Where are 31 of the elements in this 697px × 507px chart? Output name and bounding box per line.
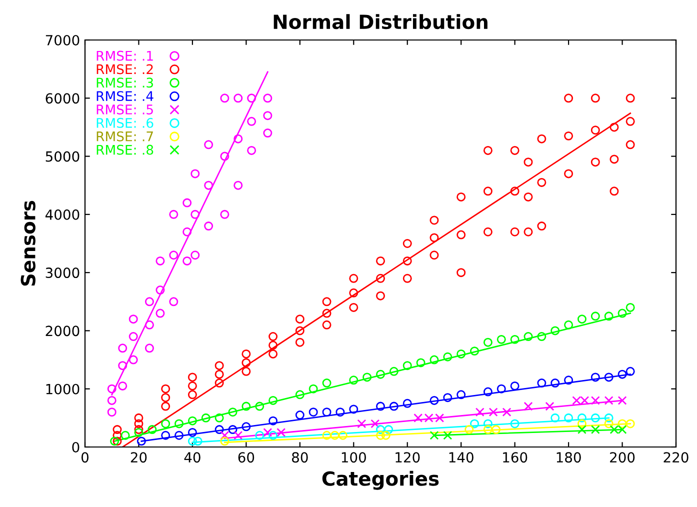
y-tick-label: 3000: [46, 268, 80, 278]
legend-label: RMSE: .6: [96, 118, 154, 128]
x-tick-label: 20: [130, 452, 147, 463]
x-tick-label: 200: [610, 452, 635, 463]
x-tick-label: 60: [238, 452, 254, 463]
x-tick-label: 0: [81, 452, 88, 463]
x-tick-label: 160: [503, 452, 528, 463]
legend-label: RMSE: .8: [96, 144, 154, 155]
y-tick-label: 5000: [46, 151, 80, 162]
y-tick-label: 0: [72, 442, 80, 452]
y-axis-title: Sensors: [20, 200, 36, 286]
legend-label: RMSE: .5: [96, 104, 153, 114]
legend-label: RMSE: .3: [96, 78, 153, 88]
x-tick-label: 140: [449, 452, 474, 463]
legend-label: RMSE: .7: [96, 131, 153, 142]
x-tick-label: 120: [396, 452, 420, 463]
x-tick-label: 180: [556, 452, 581, 463]
y-tick-label: 7000: [46, 34, 80, 46]
legend-label: RMSE: .2: [96, 64, 153, 74]
x-tick-label: 80: [292, 452, 308, 463]
x-axis-title: Categories: [322, 470, 439, 490]
x-tick-label: 220: [664, 452, 688, 463]
chart-title: Normal Distribution: [274, 14, 488, 30]
legend-label: RMSE: .4: [96, 91, 154, 102]
y-tick-label: 2000: [46, 326, 80, 336]
y-tick-label: 6000: [46, 93, 80, 104]
y-tick-label: 4000: [45, 209, 80, 220]
x-tick-label: 100: [342, 452, 366, 463]
legend-label: RMSE: .1: [96, 50, 153, 61]
x-tick-label: 40: [184, 452, 200, 463]
y-tick-label: 1000: [46, 384, 80, 394]
